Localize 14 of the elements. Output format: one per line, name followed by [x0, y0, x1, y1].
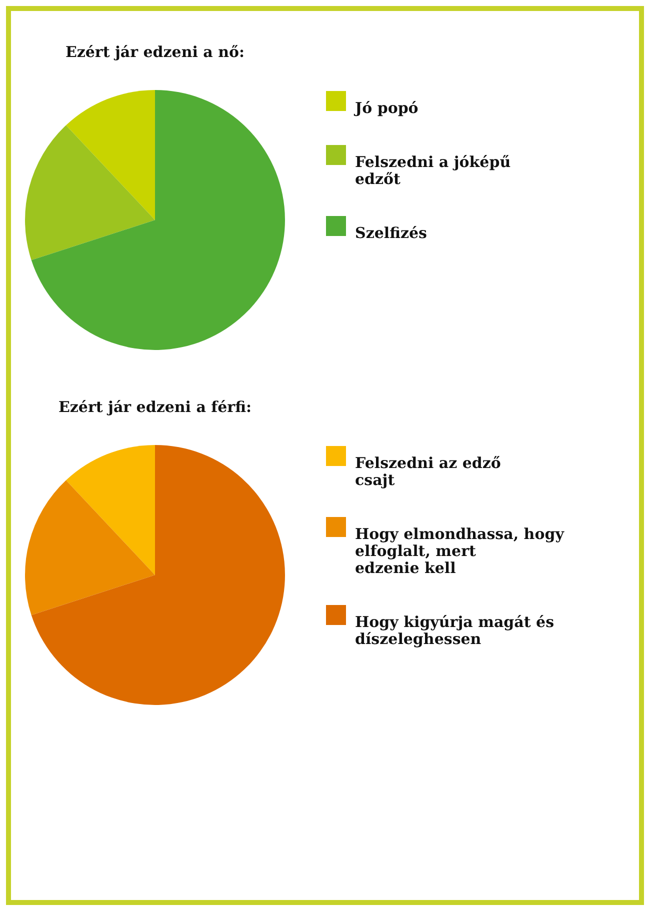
pie-slice: [25, 480, 155, 616]
legend-label: Szelfizés: [355, 224, 428, 242]
chart-title: Ezért jár edzeni a férfi:: [58, 398, 252, 416]
legend-label: Hogy elmondhassa, hogy elfoglalt, mert edzenie kell: [355, 525, 566, 577]
pie-slice: [25, 125, 155, 260]
pie-slice: [31, 90, 285, 350]
legend-label: Felszedni az edző csajt: [355, 454, 501, 489]
pie-slice: [66, 445, 155, 575]
legend-label: Felszedni a jóképű edzőt: [355, 153, 511, 188]
pie-slice: [31, 445, 285, 705]
pie-slice: [66, 90, 155, 220]
legend-label: Hogy kigyúrja magát és díszeleghessen: [355, 613, 554, 648]
legend-label: Jó popó: [353, 99, 418, 117]
chart-title: Ezért jár edzeni a nő:: [65, 43, 245, 61]
